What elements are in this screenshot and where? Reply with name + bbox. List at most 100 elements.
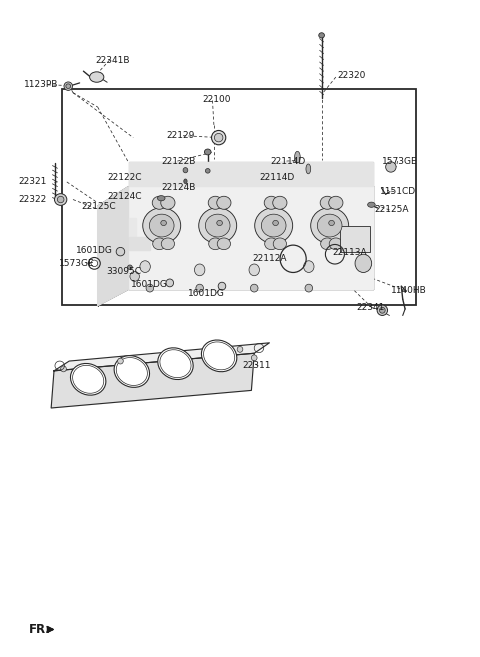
- Text: 22125A: 22125A: [374, 206, 409, 214]
- Ellipse shape: [66, 84, 71, 89]
- Ellipse shape: [161, 238, 175, 250]
- Text: FR.: FR.: [29, 623, 51, 636]
- Ellipse shape: [157, 196, 165, 201]
- Ellipse shape: [273, 238, 287, 250]
- Ellipse shape: [273, 196, 287, 210]
- Polygon shape: [51, 353, 254, 408]
- Text: 1573GE: 1573GE: [383, 156, 418, 166]
- Ellipse shape: [255, 208, 293, 244]
- Ellipse shape: [140, 261, 150, 273]
- Ellipse shape: [317, 214, 342, 237]
- Ellipse shape: [130, 271, 139, 281]
- Text: 22321: 22321: [18, 177, 47, 187]
- Ellipse shape: [217, 238, 230, 250]
- Text: 1151CD: 1151CD: [380, 187, 416, 196]
- Ellipse shape: [306, 164, 311, 174]
- Ellipse shape: [385, 162, 396, 172]
- Ellipse shape: [329, 220, 335, 225]
- Ellipse shape: [149, 214, 174, 237]
- Text: 22122C: 22122C: [107, 173, 142, 182]
- Ellipse shape: [303, 261, 314, 273]
- Text: 22125C: 22125C: [81, 202, 116, 210]
- Ellipse shape: [199, 208, 237, 244]
- Text: 1573GE: 1573GE: [59, 259, 95, 268]
- Ellipse shape: [55, 194, 67, 206]
- Text: 33095C: 33095C: [106, 267, 141, 276]
- Ellipse shape: [204, 149, 211, 155]
- Text: 1140HB: 1140HB: [391, 286, 427, 295]
- Polygon shape: [97, 187, 129, 306]
- Ellipse shape: [60, 366, 66, 372]
- Ellipse shape: [252, 355, 257, 361]
- Ellipse shape: [217, 196, 231, 210]
- Ellipse shape: [368, 202, 375, 208]
- Ellipse shape: [158, 348, 193, 380]
- Ellipse shape: [166, 279, 174, 287]
- Ellipse shape: [377, 305, 387, 315]
- Ellipse shape: [196, 284, 204, 292]
- Text: 22112A: 22112A: [252, 254, 287, 263]
- Ellipse shape: [153, 238, 166, 250]
- Polygon shape: [129, 217, 136, 237]
- Text: 22129: 22129: [167, 131, 195, 140]
- Ellipse shape: [161, 220, 167, 225]
- Text: 1601DG: 1601DG: [131, 281, 168, 289]
- Text: 22114D: 22114D: [271, 156, 306, 166]
- Ellipse shape: [380, 307, 385, 313]
- Ellipse shape: [321, 238, 334, 250]
- Ellipse shape: [118, 358, 123, 364]
- Ellipse shape: [273, 220, 278, 225]
- Ellipse shape: [71, 363, 106, 395]
- Ellipse shape: [237, 346, 243, 352]
- Ellipse shape: [264, 196, 278, 210]
- Ellipse shape: [202, 340, 237, 372]
- Ellipse shape: [295, 151, 300, 163]
- Text: 22122B: 22122B: [162, 156, 196, 166]
- Text: 1123PB: 1123PB: [24, 80, 59, 89]
- Ellipse shape: [355, 254, 372, 273]
- Ellipse shape: [152, 196, 167, 210]
- Polygon shape: [129, 162, 373, 187]
- Ellipse shape: [143, 208, 180, 244]
- Ellipse shape: [208, 196, 222, 210]
- Text: 22100: 22100: [202, 95, 230, 104]
- Text: 22322: 22322: [18, 195, 46, 204]
- Ellipse shape: [264, 238, 278, 250]
- Ellipse shape: [305, 284, 312, 292]
- Ellipse shape: [183, 168, 188, 173]
- Ellipse shape: [251, 284, 258, 292]
- Ellipse shape: [261, 214, 286, 237]
- Ellipse shape: [90, 72, 104, 82]
- Ellipse shape: [205, 169, 210, 173]
- Ellipse shape: [249, 264, 260, 276]
- Ellipse shape: [320, 196, 335, 210]
- Ellipse shape: [146, 284, 154, 292]
- Text: 22124B: 22124B: [162, 183, 196, 192]
- Text: 1601DG: 1601DG: [188, 289, 225, 298]
- Ellipse shape: [212, 131, 226, 145]
- Text: 22311: 22311: [242, 361, 271, 370]
- Text: 22341: 22341: [356, 303, 384, 312]
- Ellipse shape: [311, 208, 348, 244]
- Text: 22341B: 22341B: [96, 56, 130, 64]
- Text: 22113A: 22113A: [333, 248, 367, 257]
- Bar: [62, 89, 416, 305]
- Ellipse shape: [161, 196, 175, 210]
- Ellipse shape: [209, 238, 222, 250]
- Text: 22320: 22320: [337, 71, 366, 80]
- Ellipse shape: [194, 264, 205, 276]
- Ellipse shape: [64, 82, 72, 91]
- Ellipse shape: [329, 196, 343, 210]
- Text: 22114D: 22114D: [259, 173, 294, 182]
- Ellipse shape: [205, 214, 230, 237]
- Ellipse shape: [217, 220, 222, 225]
- Bar: [340, 225, 371, 252]
- Ellipse shape: [215, 133, 223, 142]
- Ellipse shape: [114, 355, 149, 388]
- Ellipse shape: [218, 283, 226, 290]
- Ellipse shape: [128, 265, 132, 269]
- Ellipse shape: [319, 33, 324, 38]
- Polygon shape: [129, 237, 150, 250]
- Polygon shape: [129, 187, 373, 290]
- Ellipse shape: [184, 179, 187, 183]
